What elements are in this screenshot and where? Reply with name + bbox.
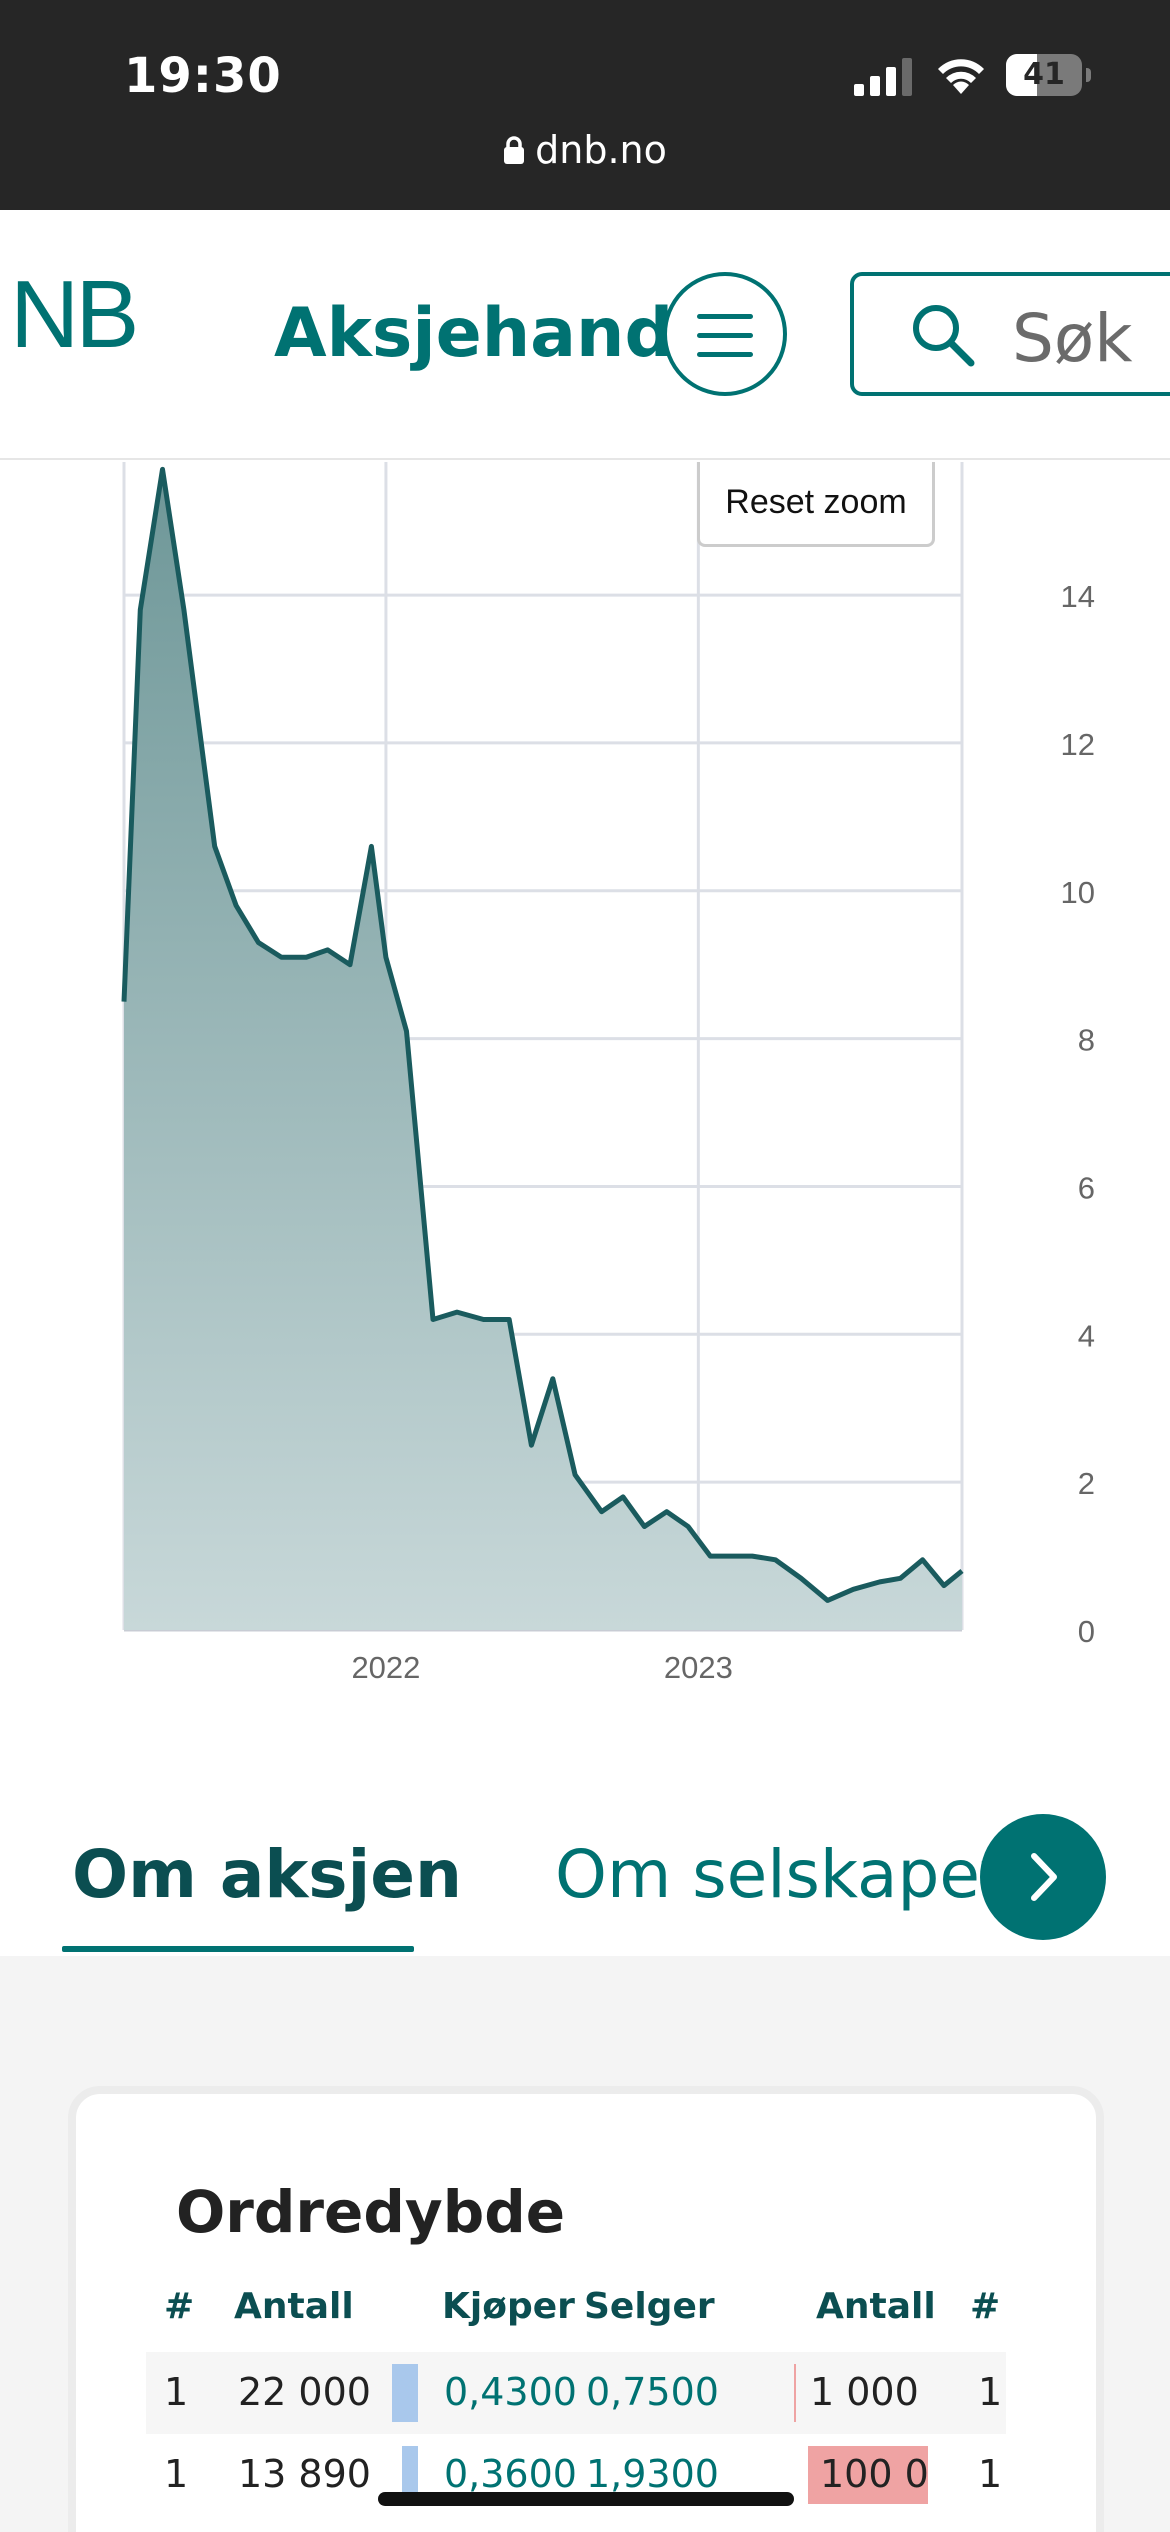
status-bar: 19:30 41 dnb.no <box>0 0 1170 210</box>
sell-quantity: 100 000 <box>820 2452 928 2496</box>
buy-quantity: 22 000 <box>238 2370 371 2414</box>
order-row: 1 22 000 0,4300 0,7500 1 000 1 <box>146 2352 1006 2434</box>
battery-icon: 41 <box>1006 54 1092 96</box>
price-chart-svg: 0 2 4 6 8 10 12 14 2022 2023 <box>121 462 1095 1685</box>
active-tab-indicator <box>62 1946 414 1952</box>
tab-om-aksjen[interactable]: Om aksjen <box>72 1836 462 1913</box>
buy-volume-bar <box>402 2446 418 2504</box>
address-bar[interactable]: dnb.no <box>0 128 1170 172</box>
y-tick-label: 8 <box>1078 1023 1095 1058</box>
stock-info-section: Ordredybde # Antall Kjøper Selger Antall… <box>0 1956 1170 2532</box>
menu-button[interactable] <box>663 272 787 396</box>
header-buyer: Kjøper <box>442 2286 575 2327</box>
search-button[interactable]: Søk <box>850 272 1170 396</box>
sell-price: 0,7500 <box>586 2370 719 2414</box>
sell-price: 1,9300 <box>586 2452 719 2496</box>
sell-volume-bar <box>808 2446 928 2504</box>
home-indicator <box>378 2492 794 2506</box>
y-tick-label: 0 <box>1078 1614 1095 1649</box>
y-tick-label: 12 <box>1061 727 1095 762</box>
price-chart[interactable]: 0 2 4 6 8 10 12 14 2022 2023 Reset zoom <box>0 462 1170 1732</box>
reset-zoom-button[interactable]: Reset zoom <box>697 462 935 547</box>
header-sell-count: # <box>970 2286 1001 2327</box>
buy-price: 0,3600 <box>444 2452 577 2496</box>
x-tick-label: 2022 <box>351 1650 420 1685</box>
x-tick-label: 2023 <box>664 1650 733 1685</box>
y-tick-label: 2 <box>1078 1466 1095 1501</box>
header-sell-quantity: Antall <box>816 2286 936 2327</box>
status-time: 19:30 <box>124 48 282 104</box>
header-buy-quantity: Antall <box>234 2286 354 2327</box>
y-tick-label: 10 <box>1061 875 1095 910</box>
tab-bar: Om aksjen Om selskapet <box>0 1760 1170 1956</box>
tab-om-selskapet[interactable]: Om selskapet <box>555 1836 1006 1913</box>
hamburger-icon <box>697 314 753 319</box>
buy-volume-bar <box>392 2364 418 2422</box>
wifi-icon <box>938 59 984 94</box>
order-row: 1 13 890 0,3600 1,9300 100 000 1 <box>146 2434 1006 2516</box>
search-icon <box>913 305 975 367</box>
battery-percent: 41 <box>1023 57 1065 92</box>
site-header: NB Aksjehandel Søk <box>0 210 1170 460</box>
cellular-signal-icon <box>854 58 912 96</box>
header-seller: Selger <box>584 2286 715 2327</box>
order-depth-card: Ordredybde # Antall Kjøper Selger Antall… <box>68 2086 1104 2532</box>
header-buy-count: # <box>164 2286 195 2327</box>
buy-count: 1 <box>164 2452 189 2496</box>
url-text: dnb.no <box>535 128 667 172</box>
next-tab-button[interactable] <box>980 1814 1106 1940</box>
y-tick-label: 14 <box>1061 579 1095 614</box>
y-tick-label: 4 <box>1078 1318 1095 1353</box>
buy-quantity: 13 890 <box>238 2452 371 2496</box>
sell-quantity: 1 000 <box>810 2370 919 2414</box>
order-depth-title: Ordredybde <box>176 2178 566 2246</box>
dnb-logo[interactable]: NB <box>10 261 139 368</box>
buy-count: 1 <box>164 2370 189 2414</box>
y-tick-label: 6 <box>1078 1170 1095 1205</box>
sell-count: 1 <box>978 2452 1003 2496</box>
chevron-right-icon <box>1031 1853 1057 1901</box>
lock-icon <box>504 136 525 164</box>
buy-price: 0,4300 <box>444 2370 577 2414</box>
sell-volume-bar <box>794 2364 796 2422</box>
sell-count: 1 <box>978 2370 1003 2414</box>
price-series-line <box>121 466 964 1603</box>
search-label: Søk <box>1012 300 1133 377</box>
price-area-fill <box>124 469 962 1630</box>
